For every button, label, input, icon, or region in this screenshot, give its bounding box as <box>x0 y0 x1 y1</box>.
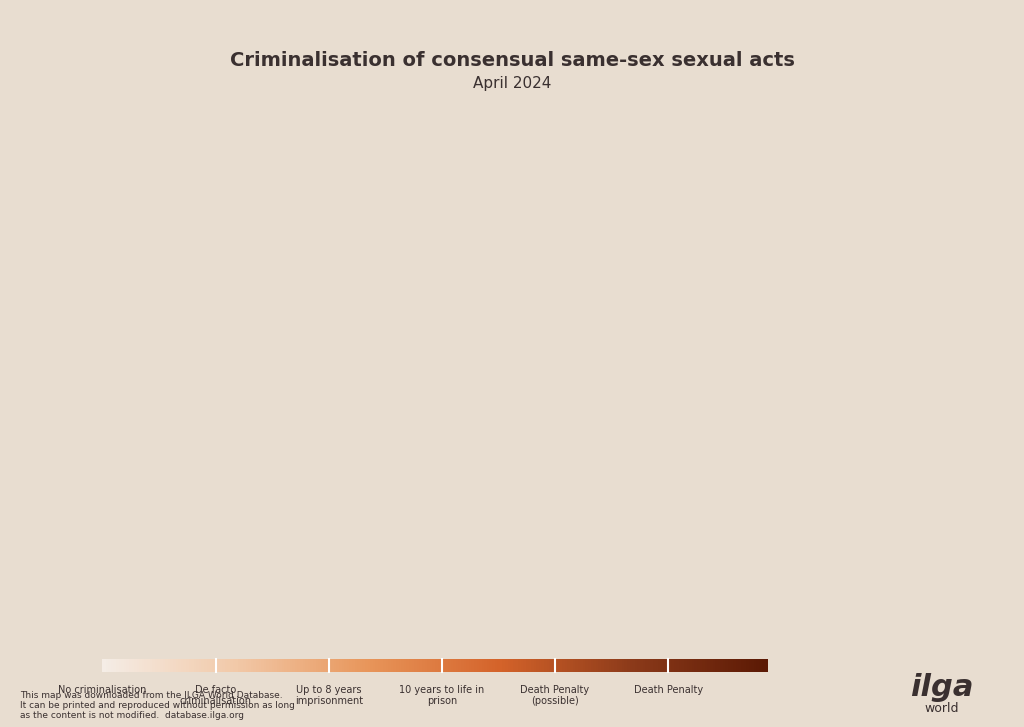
Text: This map was downloaded from the ILGA World Database.
It can be printed and repr: This map was downloaded from the ILGA Wo… <box>20 691 295 720</box>
Text: No criminalisation: No criminalisation <box>58 685 146 695</box>
Text: world: world <box>925 702 959 715</box>
Text: 10 years to life in
prison: 10 years to life in prison <box>399 685 484 707</box>
Text: April 2024: April 2024 <box>473 76 551 92</box>
Text: Death Penalty: Death Penalty <box>634 685 702 695</box>
Text: ilga: ilga <box>910 672 974 702</box>
Text: Death Penalty
(possible): Death Penalty (possible) <box>520 685 590 707</box>
Text: Up to 8 years
imprisonment: Up to 8 years imprisonment <box>295 685 362 707</box>
Text: De facto
criminalisation: De facto criminalisation <box>179 685 252 707</box>
Text: Criminalisation of consensual same-sex sexual acts: Criminalisation of consensual same-sex s… <box>229 51 795 70</box>
